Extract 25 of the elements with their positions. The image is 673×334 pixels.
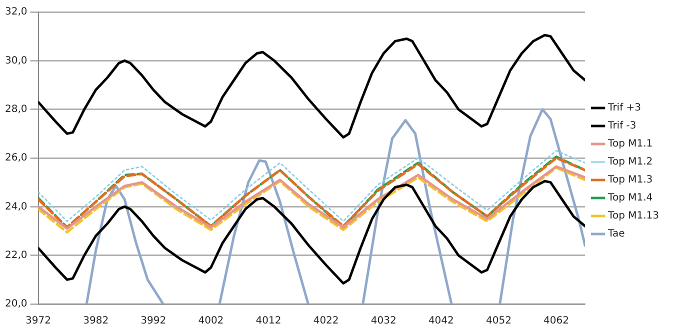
x-tick-label: 3982 (83, 316, 109, 327)
legend-label: Top M1.13 (607, 210, 660, 222)
x-tick-label: 3992 (140, 316, 166, 327)
legend-label: Top M1.1 (607, 138, 653, 150)
legend-label: Top M1.4 (607, 192, 653, 204)
x-tick-label: 4042 (428, 316, 454, 327)
y-tick-label: 24,0 (5, 201, 28, 212)
y-tick-label: 26,0 (5, 152, 28, 164)
y-tick-label: 30,0 (5, 55, 28, 66)
legend-label: Trif +3 (607, 102, 642, 114)
x-tick-label: 4002 (198, 316, 224, 327)
x-tick-label: 4022 (313, 316, 339, 327)
x-tick-label: 4052 (486, 316, 512, 327)
legend-label: Top M1.3 (607, 174, 653, 186)
y-tick-label: 32,0 (5, 6, 28, 18)
legend-label: Top M1.2 (607, 156, 653, 168)
x-tick-label: 4032 (370, 316, 396, 327)
legend-label: Trif -3 (607, 120, 636, 132)
x-tick-label: 3972 (26, 316, 51, 327)
legend-label: Tae (607, 228, 625, 240)
x-tick-label: 4012 (256, 316, 282, 327)
y-tick-label: 20,0 (5, 298, 28, 310)
y-tick-label: 22,0 (5, 250, 28, 261)
x-tick-label: 4062 (544, 316, 569, 327)
y-tick-label: 28,0 (5, 104, 28, 115)
